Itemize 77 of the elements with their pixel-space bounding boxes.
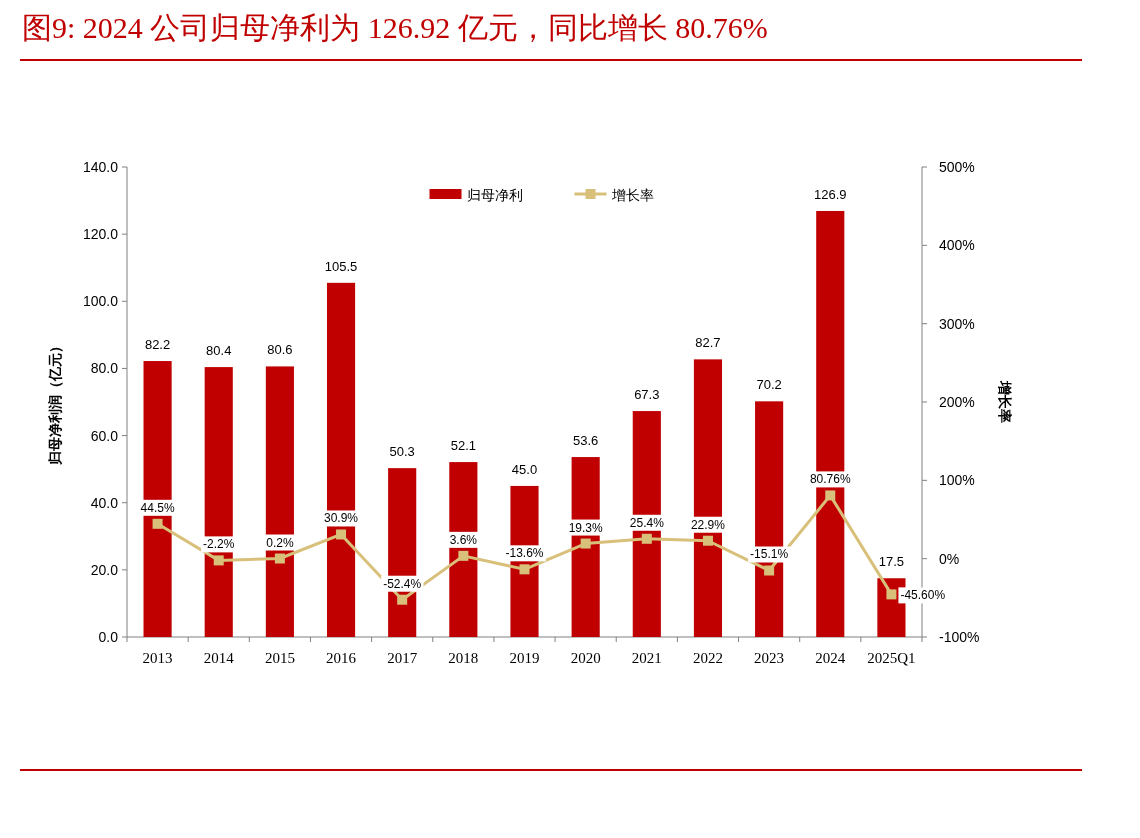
x-tick-label: 2017 [387,650,418,666]
x-tick-label: 2024 [815,650,846,666]
data-label: 52.1 [450,438,476,454]
data-label: 67.3 [634,387,660,403]
point [213,555,224,566]
legend-label: 增长率 [610,187,654,203]
data-label: 80.6 [267,342,293,358]
y-tick-label: 140.0 [82,159,119,175]
data-label: 17.5 [878,554,905,570]
y-tick-label: 120.0 [82,226,119,243]
point [886,589,897,600]
y-tick-label: 20.0 [90,561,119,578]
data-label: 50.3 [389,444,415,460]
data-label: 126.9 [814,186,847,202]
data-label: -45.60% [900,588,946,603]
data-label: 82.2 [144,337,171,353]
data-label: 22.9% [690,517,726,532]
y2-axis-title: 增长率 [997,380,1013,423]
point [152,518,163,529]
bar [204,367,233,637]
chart-title: 图9: 2024 公司归母净利为 126.92 亿元，同比增长 80.76% [22,11,768,44]
bar [265,366,294,637]
y-axis-title: 归母净利润（亿元） [47,339,63,466]
y-tick-label: 40.0 [90,494,119,511]
data-label: -52.4% [383,576,422,591]
y-tick-label: 0.0 [98,629,119,645]
data-label: -15.1% [750,547,789,562]
point [336,529,347,540]
y2-tick-label: -100% [939,629,980,645]
x-tick-label: 2016 [326,650,357,666]
point [397,594,408,605]
bar [449,462,478,637]
data-label: 45.0 [511,461,538,477]
data-label: 0.2% [266,535,294,550]
y2-tick-label: 300% [939,315,975,332]
data-label: -2.2% [203,537,235,552]
point [274,553,285,564]
point [641,533,652,544]
x-tick-label: 2018 [448,650,479,666]
y2-tick-label: 100% [939,472,975,489]
y2-tick-label: 500% [939,159,975,175]
data-label: 25.4% [629,515,665,530]
data-label: -13.6% [505,546,544,561]
data-label: 44.5% [140,500,175,515]
data-label: 80.4 [206,343,232,359]
legend-label: 归母净利 [466,187,523,203]
point [458,550,469,561]
x-tick-label: 2021 [631,650,662,666]
data-label: 82.7 [695,335,721,351]
y2-tick-label: 0% [939,550,960,567]
point [519,564,530,575]
y-tick-label: 60.0 [90,427,119,444]
data-label: 3.6% [449,532,478,547]
x-tick-label: 2013 [142,650,173,666]
y2-tick-label: 400% [939,237,975,254]
x-tick-label: 2025Q1 [867,650,916,666]
data-label: 19.3% [568,520,603,535]
x-tick-label: 2014 [203,650,235,666]
point [580,538,591,549]
data-label: 53.6 [573,433,599,449]
y-tick-label: 80.0 [90,360,119,377]
point [764,565,775,576]
bar [693,359,723,637]
data-label: 30.9% [324,511,359,526]
y-tick-label: 100.0 [82,293,119,310]
data-label: 70.2 [756,377,782,393]
data-label: 80.76% [809,472,851,487]
x-tick-label: 2022 [692,650,723,666]
y2-tick-label: 200% [939,394,975,410]
x-tick-label: 2023 [754,650,785,666]
point [702,535,713,546]
x-tick-label: 2019 [509,650,540,666]
x-tick-label: 2020 [570,650,601,666]
point [825,490,836,501]
x-tick-label: 2015 [264,650,295,666]
bar [326,282,356,637]
data-label: 105.5 [324,258,358,274]
